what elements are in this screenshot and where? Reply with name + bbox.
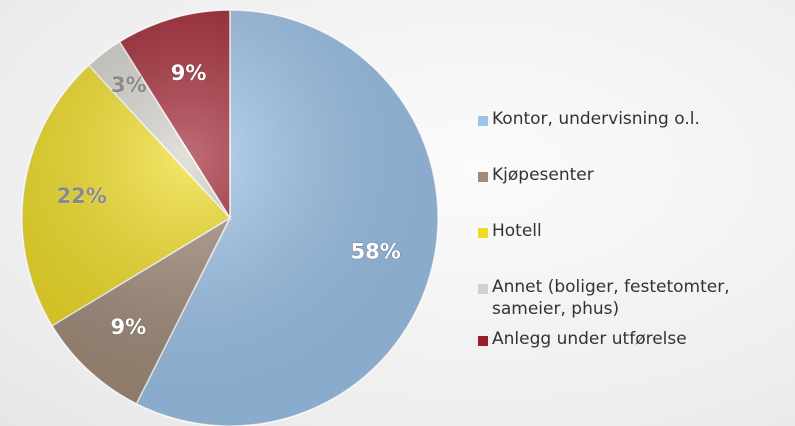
legend-label: Anlegg under utførelse bbox=[492, 329, 687, 349]
value-label: 9% bbox=[171, 61, 207, 85]
legend-item: Kjøpesenter bbox=[478, 164, 793, 186]
legend-label: Kontor, undervisning o.l. bbox=[492, 109, 700, 129]
legend-swatch bbox=[478, 172, 488, 182]
legend-label: Hotell bbox=[492, 221, 542, 241]
legend-swatch bbox=[478, 228, 488, 238]
legend-item: Anlegg under utførelse bbox=[478, 328, 793, 350]
value-label: 22% bbox=[57, 184, 107, 208]
legend-swatch bbox=[478, 284, 488, 294]
legend: Kontor, undervisning o.l. Kjøpesenter Hote… bbox=[478, 108, 793, 350]
value-label: 58% bbox=[351, 240, 401, 264]
legend-item: Hotell bbox=[478, 220, 793, 242]
value-label: 9% bbox=[110, 315, 146, 339]
pie bbox=[21, 9, 439, 426]
legend-label: Annet (boliger, festetomter, sameier, ph… bbox=[492, 277, 730, 319]
legend-label: Kjøpesenter bbox=[492, 165, 594, 185]
value-label: 3% bbox=[111, 73, 147, 97]
legend-swatch bbox=[478, 336, 488, 346]
value-labels: 58% 9% 22% 3% 9% bbox=[56, 61, 401, 340]
legend-swatch bbox=[478, 116, 488, 126]
legend-item: Annet (boliger, festetomter, sameier, ph… bbox=[478, 276, 793, 320]
legend-item: Kontor, undervisning o.l. bbox=[478, 108, 793, 130]
